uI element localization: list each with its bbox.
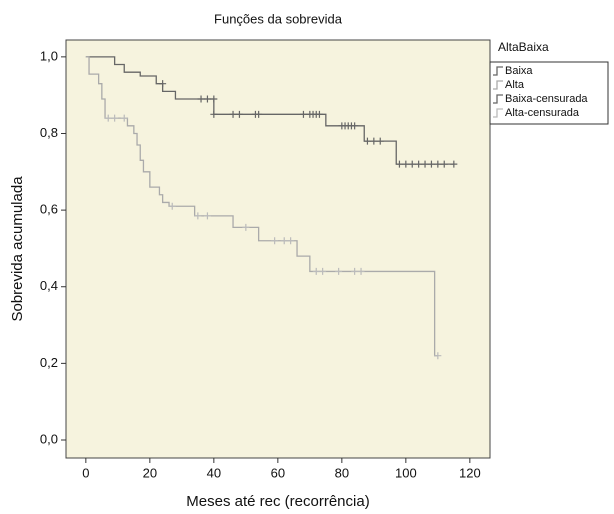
y-tick-label: 0,4: [40, 278, 58, 293]
survival-line: [85, 56, 454, 165]
censor-mark: [194, 212, 202, 220]
censor-mark: [287, 237, 295, 245]
censor-mark: [408, 160, 416, 168]
censor-mark: [312, 267, 320, 275]
legend-box: [489, 61, 609, 125]
y-tick-label: 0,0: [40, 431, 58, 446]
censor-mark: [255, 110, 263, 118]
censor-mark: [415, 160, 423, 168]
x-tick-label: 120: [459, 465, 481, 480]
legend-label: Baixa-censurada: [505, 93, 588, 105]
censor-mark: [402, 160, 410, 168]
censor-mark: [159, 80, 167, 88]
chart-title: Funções da sobrevida: [214, 11, 343, 26]
censor-mark: [427, 160, 435, 168]
y-tick-label: 1,0: [40, 48, 58, 63]
censor-mark: [168, 202, 176, 210]
censor-mark: [440, 160, 448, 168]
legend-swatch: [493, 108, 503, 118]
x-tick-label: 80: [335, 465, 349, 480]
censor-mark: [450, 160, 458, 168]
legend-swatch: [493, 80, 503, 90]
censor-mark: [210, 95, 218, 103]
censor-mark: [229, 110, 237, 118]
censor-mark: [242, 223, 250, 231]
legend-swatch: [493, 66, 503, 76]
censor-mark: [363, 137, 371, 145]
censor-mark: [197, 95, 205, 103]
x-tick-label: 0: [82, 465, 89, 480]
censor-mark: [335, 267, 343, 275]
legend-title: AltaBaixa: [498, 40, 549, 54]
y-tick-label: 0,8: [40, 125, 58, 140]
legend-label: Alta: [505, 79, 525, 91]
censor-mark: [315, 110, 323, 118]
censor-mark: [376, 137, 384, 145]
censor-mark: [434, 352, 442, 360]
censor-mark: [421, 160, 429, 168]
x-tick-label: 20: [143, 465, 157, 480]
y-tick-label: 0,2: [40, 355, 58, 370]
plot-area: [65, 39, 491, 459]
censor-mark: [111, 114, 119, 122]
legend: Baixa Alta Baixa-censurada Alta-censurada: [493, 65, 588, 119]
legend-label: Alta-censurada: [505, 107, 580, 119]
censor-mark: [370, 137, 378, 145]
legend-label: Baixa: [505, 65, 533, 77]
y-tick-label: 0,6: [40, 202, 58, 217]
censor-mark: [299, 110, 307, 118]
censor-mark: [434, 160, 442, 168]
censor-mark: [357, 267, 365, 275]
censor-mark: [271, 237, 279, 245]
censor-mark: [280, 237, 288, 245]
x-axis-label: Meses até rec (recorrência): [186, 493, 369, 510]
x-tick-label: 60: [271, 465, 285, 480]
censor-mark: [203, 95, 211, 103]
censor-mark: [203, 212, 211, 220]
censor-mark: [104, 114, 112, 122]
censor-mark: [351, 267, 359, 275]
censor-mark: [395, 160, 403, 168]
legend-swatch: [493, 94, 503, 104]
censor-mark: [120, 114, 128, 122]
y-axis-label: Sobrevida acumulada: [9, 176, 26, 322]
x-tick-label: 100: [395, 465, 417, 480]
censor-mark: [210, 110, 218, 118]
x-tick-label: 40: [207, 465, 221, 480]
censor-mark: [319, 267, 327, 275]
censor-mark: [351, 122, 359, 130]
censor-mark: [235, 110, 243, 118]
